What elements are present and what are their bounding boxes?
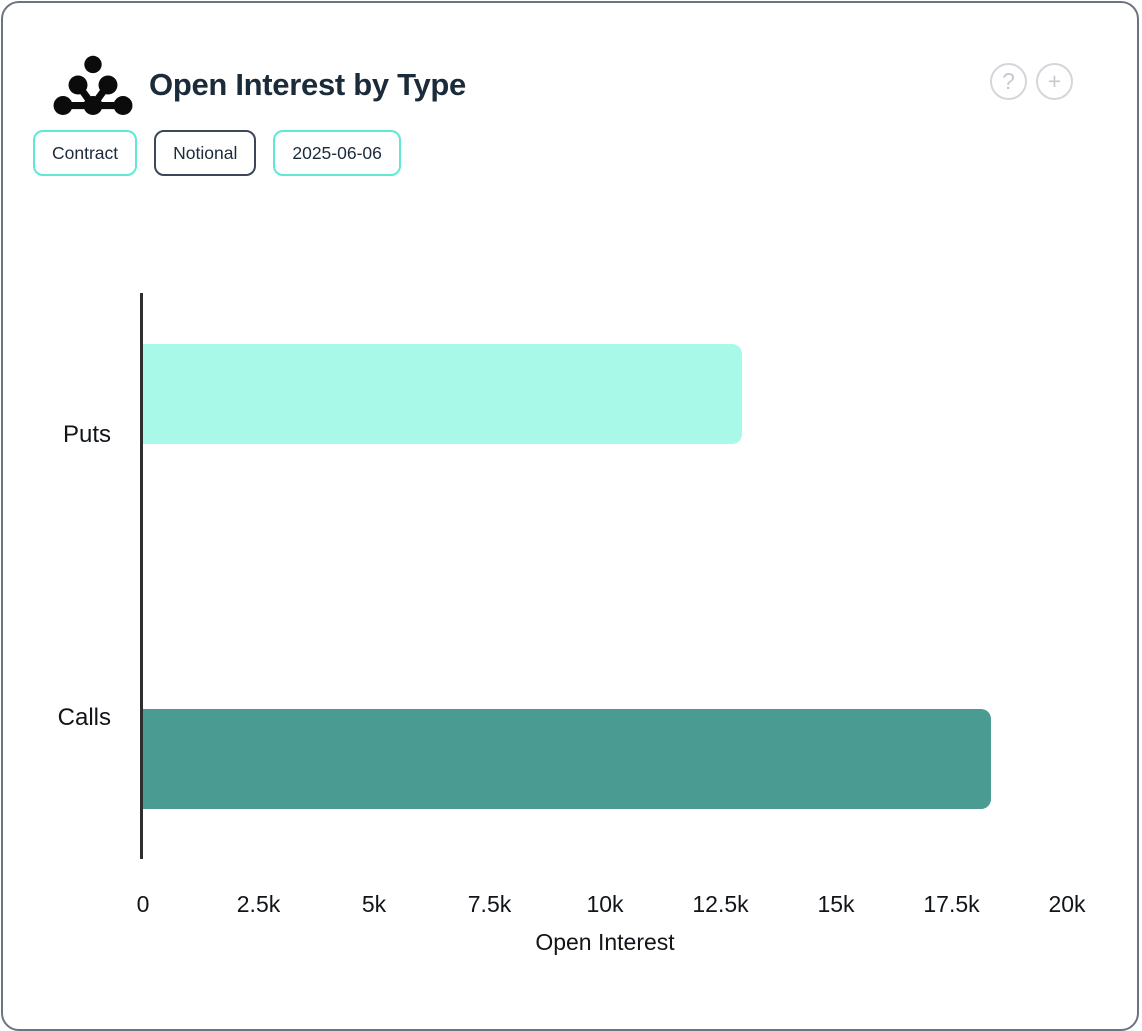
bar-puts[interactable] xyxy=(143,343,742,444)
toolbar: Contract Notional 2025-06-06 xyxy=(33,130,401,176)
toolbar-button-2025-06-06[interactable]: 2025-06-06 xyxy=(273,130,401,176)
x-tick-label: 7.5k xyxy=(467,891,512,917)
bar-calls[interactable] xyxy=(143,708,992,809)
x-tick-label: 12.5k xyxy=(692,891,749,917)
x-tick-label: 0 xyxy=(136,891,150,917)
x-tick-label: 20k xyxy=(1048,891,1086,917)
header-icons: ? + xyxy=(990,63,1073,100)
x-tick-label: 15k xyxy=(817,891,855,917)
x-tick-label: 5k xyxy=(361,891,387,917)
x-axis-title: Open Interest xyxy=(535,929,675,955)
add-icon[interactable]: + xyxy=(1036,63,1073,100)
amberdata-logo-icon xyxy=(53,55,133,115)
bar-chart: Open Interest Puts Calls 0 2.5k 5k 7.5k 10k 12.… xyxy=(58,293,1086,955)
x-tick-label: 2.5k xyxy=(236,891,281,917)
y-tick-label-calls: Calls xyxy=(57,703,111,731)
help-icon[interactable]: ? xyxy=(990,63,1027,100)
y-tick-label-puts: Puts xyxy=(62,420,111,448)
x-tick-label: 17.5k xyxy=(923,891,980,917)
toolbar-button-contract[interactable]: Contract xyxy=(33,130,138,176)
page-title: Open Interest by Type xyxy=(149,67,466,102)
x-tick-label: 10k xyxy=(586,891,624,917)
toolbar-button-notional[interactable]: Notional xyxy=(154,130,257,176)
header: Open Interest by Type xyxy=(53,55,466,115)
